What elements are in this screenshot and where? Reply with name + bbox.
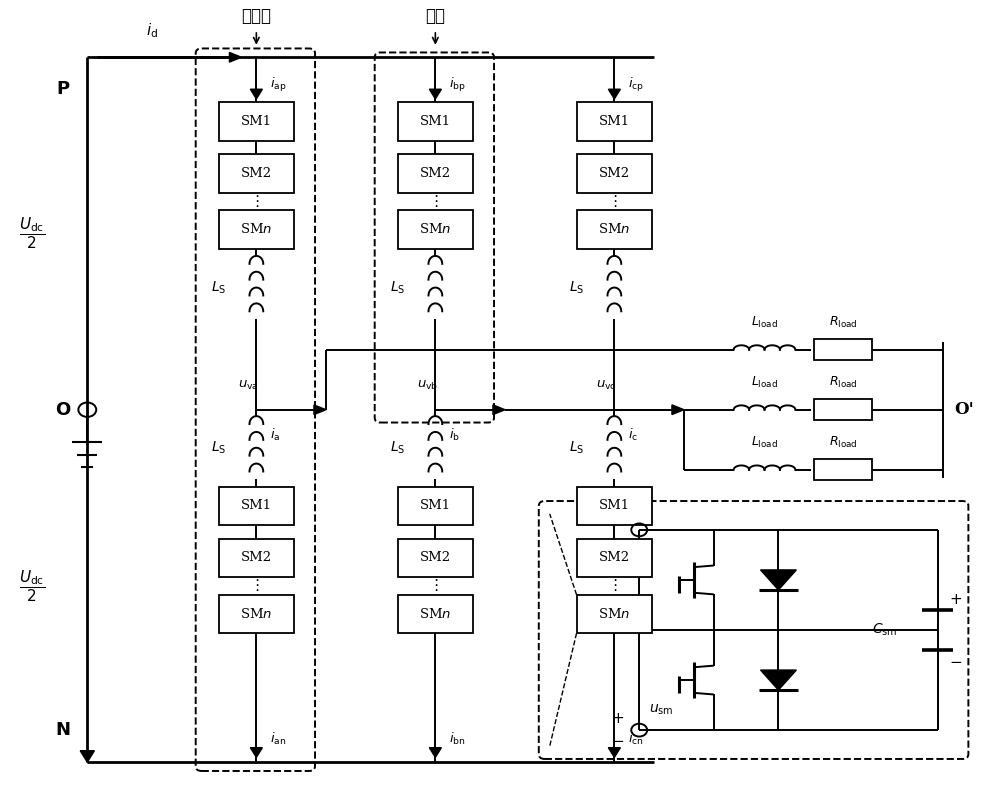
Text: ⋮: ⋮ — [428, 194, 443, 209]
Text: $L_{\rm load}$: $L_{\rm load}$ — [751, 434, 778, 450]
Text: +: + — [949, 592, 962, 607]
Bar — [398, 155, 473, 193]
Polygon shape — [672, 404, 684, 414]
Text: O: O — [55, 400, 70, 419]
Text: $L_{\rm S}$: $L_{\rm S}$ — [390, 439, 406, 456]
Text: $L_{\rm S}$: $L_{\rm S}$ — [390, 279, 406, 296]
Text: SM1: SM1 — [241, 499, 272, 512]
Text: P: P — [56, 80, 69, 99]
Text: SM$\it{n}$: SM$\it{n}$ — [419, 607, 451, 621]
Text: $R_{\rm load}$: $R_{\rm load}$ — [829, 434, 857, 450]
Text: $-$: $-$ — [949, 653, 962, 668]
Text: $i_{\rm ap}$: $i_{\rm ap}$ — [270, 75, 287, 94]
Text: $R_{\rm load}$: $R_{\rm load}$ — [829, 375, 857, 390]
Polygon shape — [429, 89, 441, 99]
Text: SM2: SM2 — [241, 552, 272, 565]
Text: $L_{\rm S}$: $L_{\rm S}$ — [569, 279, 585, 296]
Polygon shape — [608, 89, 620, 99]
Polygon shape — [314, 404, 326, 414]
Polygon shape — [229, 53, 241, 62]
Bar — [219, 102, 294, 141]
Text: SM$\it{n}$: SM$\it{n}$ — [240, 607, 272, 621]
Text: SM1: SM1 — [599, 115, 630, 128]
Text: 桥臂: 桥臂 — [425, 7, 445, 25]
Text: SM$\it{n}$: SM$\it{n}$ — [598, 607, 630, 621]
Text: $i_{\rm a}$: $i_{\rm a}$ — [270, 427, 281, 443]
Text: $-$: $-$ — [611, 732, 624, 748]
Bar — [577, 155, 652, 193]
Bar — [577, 539, 652, 577]
FancyBboxPatch shape — [539, 501, 968, 759]
Bar — [577, 595, 652, 633]
Text: SM2: SM2 — [420, 167, 451, 180]
Text: $\dfrac{U_{\rm dc}}{2}$: $\dfrac{U_{\rm dc}}{2}$ — [19, 216, 46, 252]
Text: $L_{\rm S}$: $L_{\rm S}$ — [211, 279, 227, 296]
Bar — [814, 460, 872, 481]
Text: $C_{\rm sm}$: $C_{\rm sm}$ — [872, 622, 898, 638]
Text: ⋮: ⋮ — [607, 578, 622, 594]
Bar — [814, 400, 872, 420]
Polygon shape — [80, 751, 94, 762]
Bar — [219, 155, 294, 193]
Text: SM1: SM1 — [420, 499, 451, 512]
Text: $i_{\rm c}$: $i_{\rm c}$ — [628, 427, 638, 443]
Text: $u_{\rm vb}$: $u_{\rm vb}$ — [417, 379, 438, 392]
Bar — [219, 487, 294, 525]
Text: $L_{\rm S}$: $L_{\rm S}$ — [211, 439, 227, 456]
Bar — [398, 102, 473, 141]
Text: ⋮: ⋮ — [249, 194, 264, 209]
Polygon shape — [250, 748, 262, 757]
Bar — [577, 102, 652, 141]
Text: O': O' — [954, 401, 974, 418]
Text: SM2: SM2 — [599, 167, 630, 180]
Text: $u_{\rm sm}$: $u_{\rm sm}$ — [649, 703, 674, 718]
Text: +: + — [612, 710, 624, 726]
Text: SM1: SM1 — [241, 115, 272, 128]
Text: $i_{\rm cp}$: $i_{\rm cp}$ — [628, 75, 644, 94]
Bar — [219, 210, 294, 248]
Text: $L_{\rm load}$: $L_{\rm load}$ — [751, 375, 778, 390]
Text: SM1: SM1 — [599, 499, 630, 512]
Text: N: N — [55, 721, 70, 739]
Text: $i_{\rm bp}$: $i_{\rm bp}$ — [449, 75, 466, 94]
Text: $i_{\rm bn}$: $i_{\rm bn}$ — [449, 731, 466, 747]
Bar — [219, 539, 294, 577]
Bar — [577, 210, 652, 248]
Bar — [219, 595, 294, 633]
Text: SM$\it{n}$: SM$\it{n}$ — [598, 222, 630, 236]
Text: $R_{\rm load}$: $R_{\rm load}$ — [829, 315, 857, 329]
Polygon shape — [250, 89, 262, 99]
Bar — [398, 210, 473, 248]
Text: ⋮: ⋮ — [249, 578, 264, 594]
Text: 相单元: 相单元 — [241, 7, 271, 25]
Text: $u_{\rm vc}$: $u_{\rm vc}$ — [596, 379, 617, 392]
Text: SM1: SM1 — [420, 115, 451, 128]
Text: ⋮: ⋮ — [428, 578, 443, 594]
Polygon shape — [493, 404, 505, 414]
Polygon shape — [608, 748, 620, 757]
Bar — [577, 487, 652, 525]
Text: SM$\it{n}$: SM$\it{n}$ — [240, 222, 272, 236]
Text: $i_{\rm b}$: $i_{\rm b}$ — [449, 427, 460, 443]
Text: $\dfrac{U_{\rm dc}}{2}$: $\dfrac{U_{\rm dc}}{2}$ — [19, 568, 46, 604]
Polygon shape — [429, 748, 441, 757]
Text: SM2: SM2 — [599, 552, 630, 565]
Text: SM$\it{n}$: SM$\it{n}$ — [419, 222, 451, 236]
Text: $i_{\rm an}$: $i_{\rm an}$ — [270, 731, 287, 747]
Bar — [398, 539, 473, 577]
Text: $i_{\rm d}$: $i_{\rm d}$ — [146, 21, 158, 40]
Bar — [398, 487, 473, 525]
Text: $u_{\rm va}$: $u_{\rm va}$ — [238, 379, 259, 392]
Text: $i_{\rm cn}$: $i_{\rm cn}$ — [628, 731, 644, 747]
Bar — [814, 339, 872, 360]
Text: SM2: SM2 — [420, 552, 451, 565]
Text: SM2: SM2 — [241, 167, 272, 180]
Polygon shape — [761, 570, 796, 590]
Polygon shape — [761, 670, 796, 690]
Text: ⋮: ⋮ — [607, 194, 622, 209]
Text: $L_{\rm load}$: $L_{\rm load}$ — [751, 315, 778, 329]
Text: $L_{\rm S}$: $L_{\rm S}$ — [569, 439, 585, 456]
Bar — [398, 595, 473, 633]
